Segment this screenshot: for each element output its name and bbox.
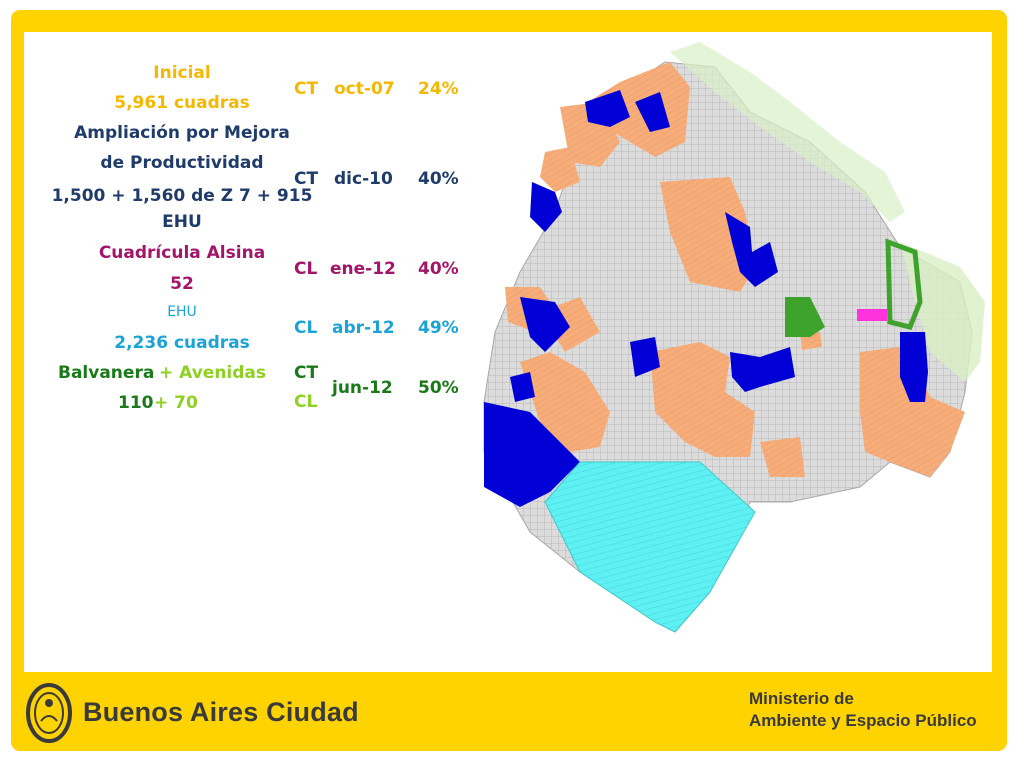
zone-balvanera	[785, 297, 825, 337]
row4-date: abr-12	[332, 318, 395, 338]
zone-avenidas	[885, 238, 923, 330]
ministry-name: Ministerio de Ambiente y Espacio Público	[749, 688, 977, 732]
row2-blocks: 1,500 + 1,560 de Z 7 + 915	[51, 186, 313, 206]
row4-title: EHU	[167, 304, 197, 320]
ministry-line-1: Ministerio de	[749, 689, 854, 708]
contract-table: Inicial 5,961 cuadras CT oct-07 24% Ampl…	[24, 32, 484, 462]
row5-type-b: CL	[294, 392, 318, 412]
row2-ehu: EHU	[162, 212, 202, 232]
zone-cyan	[544, 461, 756, 633]
city-zone-map	[483, 42, 985, 633]
row3-title: Cuadrícula Alsina	[98, 243, 266, 263]
row2-type: CT	[294, 169, 319, 189]
row4-pct: 49%	[418, 318, 459, 338]
row5-blocks-a: 110	[118, 393, 154, 413]
brand-name: Buenos Aires Ciudad	[83, 697, 359, 727]
row1-title: Inicial	[153, 63, 211, 83]
row5-type-a: CT	[294, 363, 319, 383]
row1-type: CT	[294, 79, 319, 99]
row2-pct: 40%	[418, 169, 459, 189]
city-seal-icon	[26, 683, 72, 743]
row5-title-b: + Avenidas	[159, 363, 267, 383]
row2-title: Ampliación por Mejora	[74, 123, 290, 143]
row4-blocks: 2,236 cuadras	[114, 333, 250, 353]
zone-alsina	[857, 309, 887, 321]
row5-pct: 50%	[418, 378, 459, 398]
zone-ehu	[484, 90, 928, 507]
content-panel: Inicial 5,961 cuadras CT oct-07 24% Ampl…	[24, 32, 992, 672]
row1-date: oct-07	[334, 79, 395, 99]
row3-blocks: 52	[170, 274, 194, 294]
park-area	[670, 42, 905, 222]
park-area-east	[900, 242, 985, 382]
row5-title-a: Balvanera	[58, 363, 155, 383]
row2-date: dic-10	[334, 169, 393, 189]
row5-blocks-b: + 70	[154, 393, 198, 413]
row5-date: jun-12	[332, 378, 393, 398]
row3-pct: 40%	[418, 259, 459, 279]
ministry-line-2: Ambiente y Espacio Público	[749, 711, 977, 730]
row1-pct: 24%	[418, 79, 459, 99]
row2-subtitle: de Productividad	[100, 153, 264, 173]
row1-blocks: 5,961 cuadras	[114, 93, 250, 113]
row3-date: ene-12	[330, 259, 396, 279]
row3-type: CL	[294, 259, 318, 279]
row4-type: CL	[294, 318, 318, 338]
